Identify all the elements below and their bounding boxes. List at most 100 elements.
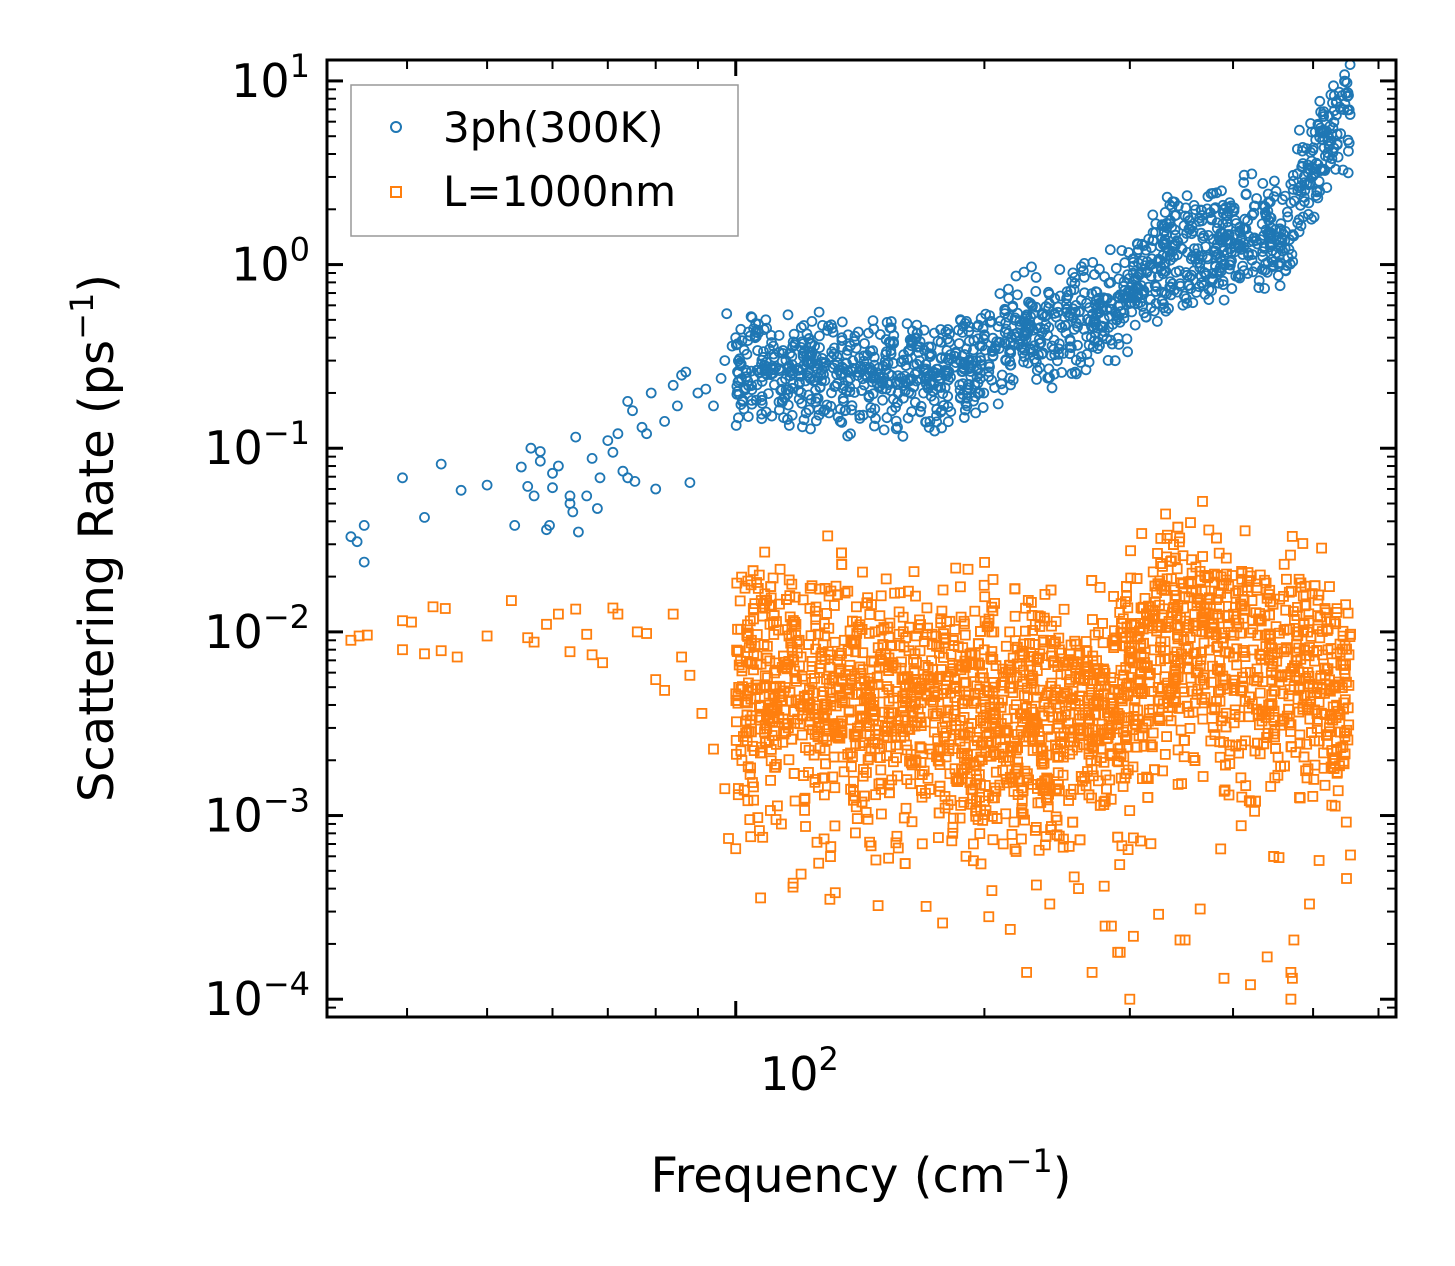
point-l1000nm-2023 [1289,614,1300,625]
point-3ph-1513 [742,411,754,423]
point-l1000nm-1269 [875,764,887,776]
point-l1000nm-25 [641,628,652,639]
point-l1000nm-2578 [856,624,868,635]
point-3ph-998 [1332,151,1344,163]
point-l1000nm-2370 [1266,700,1278,711]
point-3ph-1404 [827,326,839,338]
point-3ph-791 [1303,179,1315,191]
point-l1000nm-2542 [808,749,820,761]
point-l1000nm-1086 [1318,762,1330,774]
point-l1000nm-1887 [1172,633,1184,645]
point-l1000nm-2317 [1006,742,1017,753]
point-l1000nm-319 [1063,717,1074,729]
point-l1000nm-848 [955,581,966,593]
point-l1000nm-1572 [986,646,998,657]
point-l1000nm-2419 [1270,743,1281,754]
point-3ph-1286 [756,397,768,409]
point-l1000nm-2349 [1022,726,1034,738]
point-l1000nm-1554 [1050,616,1062,627]
y-tick-labels: 101 100 10−1 10−2 10−3 10−4 [204,47,310,1026]
point-l1000nm-1425 [772,800,783,812]
point-l1000nm-1617 [1312,716,1323,727]
point-l1000nm-814 [1030,822,1042,833]
point-3ph-1099 [751,379,763,391]
point-3ph-1422 [1286,248,1298,260]
point-l1000nm-1300 [1203,524,1215,536]
point-l1000nm-1803 [888,756,899,768]
point-3ph-187 [992,398,1004,410]
point-3ph-546 [733,412,744,424]
point-l1000nm-2197 [1294,729,1306,741]
point-l1000nm-1259 [979,557,990,568]
point-3ph-1386 [732,366,743,378]
point-3ph-11 [522,480,534,492]
point-l1000nm-2495 [947,743,959,754]
point-l1000nm-1551 [1282,669,1293,680]
point-l1000nm-2282 [1300,650,1312,661]
point-3ph-959 [1116,245,1128,256]
point-3ph-1394 [881,412,893,424]
point-3ph-1319 [1081,331,1093,343]
point-3ph-1357 [921,372,933,384]
point-3ph-1529 [1288,175,1299,187]
point-l1000nm-186 [1143,715,1154,727]
point-l1000nm-1342 [1184,723,1196,734]
point-l1000nm-2515 [975,751,987,763]
point-3ph-921 [1069,366,1081,378]
point-l1000nm-2553 [1045,584,1057,596]
point-3ph-1366 [1325,136,1337,147]
point-3ph-1100 [1087,256,1099,268]
point-l1000nm-2292 [1019,690,1030,701]
point-l1000nm-57 [1114,946,1126,958]
point-l1000nm-10 [451,651,463,663]
point-l1000nm-35 [730,843,742,855]
point-l1000nm-2289 [1093,775,1104,787]
point-l1000nm-2231 [1325,616,1337,628]
point-l1000nm-1944 [880,573,892,585]
point-3ph-1411 [1295,180,1307,192]
point-l1000nm-2410 [915,619,926,631]
point-l1000nm-846 [1152,548,1163,559]
point-l1000nm-1808 [935,617,947,629]
point-l1000nm-232 [1155,533,1167,544]
point-3ph-99 [1030,285,1042,297]
point-l1000nm-2632 [1293,706,1305,718]
point-l1000nm-461 [788,768,800,779]
point-3ph-1396 [979,330,990,342]
point-3ph-8 [481,479,493,491]
point-3ph-825 [1036,348,1048,360]
point-l1000nm-2083 [1179,615,1191,627]
point-3ph-1298 [1246,168,1258,180]
point-l1000nm-1824 [1031,879,1042,891]
point-l1000nm-31 [696,708,708,719]
point-3ph-1307 [957,388,969,400]
point-l1000nm-2639 [975,626,986,637]
point-l1000nm-2409 [740,656,752,667]
point-3ph-28 [592,503,603,514]
point-l1000nm-2354 [1187,706,1199,718]
point-l1000nm-2202 [1226,570,1238,581]
point-l1000nm-2306 [998,752,1009,763]
point-l1000nm-2377 [747,565,759,577]
point-l1000nm-2483 [836,727,848,738]
point-l1000nm-174 [1155,558,1166,569]
point-l1000nm-2633 [1152,694,1164,706]
point-3ph-39 [641,428,652,440]
point-l1000nm-1782 [868,714,879,726]
plot-frame [325,58,1398,1019]
point-l1000nm-2205 [962,695,974,707]
point-3ph-752 [969,378,981,390]
point-3ph-1190 [1170,229,1181,241]
point-3ph-1555 [1315,163,1327,175]
point-l1000nm-288 [1341,873,1352,884]
point-3ph-699 [1012,289,1023,301]
point-l1000nm-2019 [759,670,771,682]
point-3ph-1182 [863,391,875,403]
point-3ph-1361 [768,348,779,360]
point-l1000nm-2455 [786,733,798,745]
point-l1000nm-2027 [933,832,944,843]
point-l1000nm-2335 [1115,772,1127,784]
point-3ph-1377 [1114,316,1126,328]
point-l1000nm-628 [1009,583,1021,595]
point-l1000nm-209 [1185,517,1196,528]
